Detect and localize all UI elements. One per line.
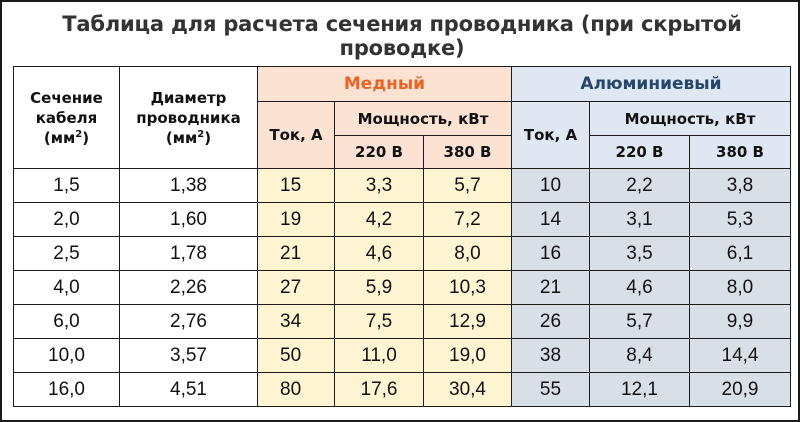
header-conductor-diameter: Диаметр проводника (мм2) [119,66,258,169]
cell-aluminum-current: 16 [511,236,590,271]
header-conductor-diameter-line1: Диаметр [150,88,227,107]
cell-section: 4,0 [13,270,120,305]
cell-section: 2,5 [13,236,120,271]
cell-copper-power-220: 11,0 [334,338,424,373]
cell-copper-power-380: 30,4 [423,372,512,407]
header-aluminum-power: Мощность, кВт [589,101,791,136]
cell-copper-power-380: 12,9 [423,304,512,339]
cell-aluminum-power-380: 6,1 [689,236,791,271]
header-aluminum-220v: 220 В [589,135,690,169]
cell-copper-power-380: 8,0 [423,236,512,271]
cell-diameter: 3,57 [119,338,258,373]
header-conductor-diameter-sup: 2 [197,128,205,140]
header-copper: Медный [257,66,512,102]
header-row-voltage: 220 В 380 В 220 В 380 В [14,135,791,169]
cell-aluminum-power-380: 9,9 [689,304,791,339]
cell-section: 6,0 [13,304,120,339]
header-copper-380v: 380 В [423,135,512,169]
cell-aluminum-power-380: 5,3 [689,202,791,237]
cell-aluminum-power-380: 8,0 [689,270,791,305]
cell-copper-current: 19 [257,202,335,237]
header-cable-section-line2: кабеля [35,108,98,127]
cell-copper-power-220: 17,6 [334,372,424,407]
cell-section: 1,5 [13,168,120,203]
cell-section: 16,0 [13,372,120,407]
cell-aluminum-power-220: 5,7 [589,304,690,339]
header-row-groups: Сечение кабеля (мм2) Диаметр проводника … [13,66,791,169]
header-conductor-diameter-unit-close: ) [204,128,212,147]
cell-aluminum-current: 14 [511,202,590,237]
header-aluminum: Алюминиевый [511,66,791,102]
cell-copper-power-220: 4,2 [334,202,424,237]
cell-aluminum-power-220: 8,4 [589,338,690,373]
cell-aluminum-power-220: 2,2 [589,168,690,203]
cell-aluminum-current: 21 [511,270,590,305]
header-conductor-diameter-line2: проводника [136,108,241,127]
cell-copper-power-380: 7,2 [423,202,512,237]
cell-copper-current: 34 [257,304,335,339]
cell-copper-power-220: 5,9 [334,270,424,305]
cell-copper-power-380: 5,7 [423,168,512,203]
cell-aluminum-current: 10 [511,168,590,203]
cell-copper-power-220: 7,5 [334,304,424,339]
table-row: 1,5 1,38 15 3,3 5,7 10 2,2 3,8 [13,168,791,203]
cell-diameter: 4,51 [119,372,258,407]
header-row-power: Ток, А Мощность, кВт Ток, А Мощность, кВ… [14,101,791,169]
cell-copper-current: 50 [257,338,335,373]
cell-copper-power-380: 19,0 [423,338,512,373]
header-cable-section-sup: 2 [75,128,83,140]
header-copper-current: Ток, А [257,101,335,169]
table-row: 6,0 2,76 34 7,5 12,9 26 5,7 9,9 [13,304,791,339]
cell-aluminum-power-220: 4,6 [589,270,690,305]
cell-aluminum-power-220: 3,5 [589,236,690,271]
cell-aluminum-current: 38 [511,338,590,373]
cell-copper-power-220: 4,6 [334,236,424,271]
table-row: 10,0 3,57 50 11,0 19,0 38 8,4 14,4 [13,338,791,373]
cell-diameter: 2,26 [119,270,258,305]
cell-copper-power-220: 3,3 [334,168,424,203]
header-cable-section-unit: (мм [43,128,76,147]
cell-copper-current: 21 [257,236,335,271]
cell-copper-current: 15 [257,168,335,203]
header-cable-section-line1: Сечение [30,88,103,107]
cell-copper-current: 27 [257,270,335,305]
table-row: 4,0 2,26 27 5,9 10,3 21 4,6 8,0 [13,270,791,305]
cell-aluminum-power-380: 14,4 [689,338,791,373]
cell-section: 2,0 [13,202,120,237]
page-title: Таблица для расчета сечения проводника (… [62,12,742,60]
cell-copper-power-380: 10,3 [423,270,512,305]
cell-diameter: 1,38 [119,168,258,203]
table-row: 2,0 1,60 19 4,2 7,2 14 3,1 5,3 [13,202,791,237]
cell-diameter: 1,78 [119,236,258,271]
table-body: 1,5 1,38 15 3,3 5,7 10 2,2 3,8 2,0 1,60 … [13,168,791,407]
cell-aluminum-current: 26 [511,304,590,339]
header-aluminum-current: Ток, А [511,101,590,169]
cell-copper-current: 80 [257,372,335,407]
cell-diameter: 2,76 [119,304,258,339]
header-cable-section: Сечение кабеля (мм2) [13,66,120,169]
table-row: 16,0 4,51 80 17,6 30,4 55 12,1 20,9 [13,372,791,407]
header-aluminum-380v: 380 В [689,135,791,169]
table-row: 2,5 1,78 21 4,6 8,0 16 3,5 6,1 [13,236,791,271]
conductor-section-table: Сечение кабеля (мм2) Диаметр проводника … [13,66,791,407]
cell-aluminum-power-220: 3,1 [589,202,690,237]
cell-section: 10,0 [13,338,120,373]
header-copper-220v: 220 В [334,135,424,169]
cell-aluminum-power-220: 12,1 [589,372,690,407]
cell-aluminum-power-380: 20,9 [689,372,791,407]
cell-aluminum-current: 55 [511,372,590,407]
header-copper-power: Мощность, кВт [334,101,512,136]
cell-aluminum-power-380: 3,8 [689,168,791,203]
cell-diameter: 1,60 [119,202,258,237]
header-cable-section-unit-close: ) [82,128,90,147]
header-conductor-diameter-unit: (мм [165,128,198,147]
